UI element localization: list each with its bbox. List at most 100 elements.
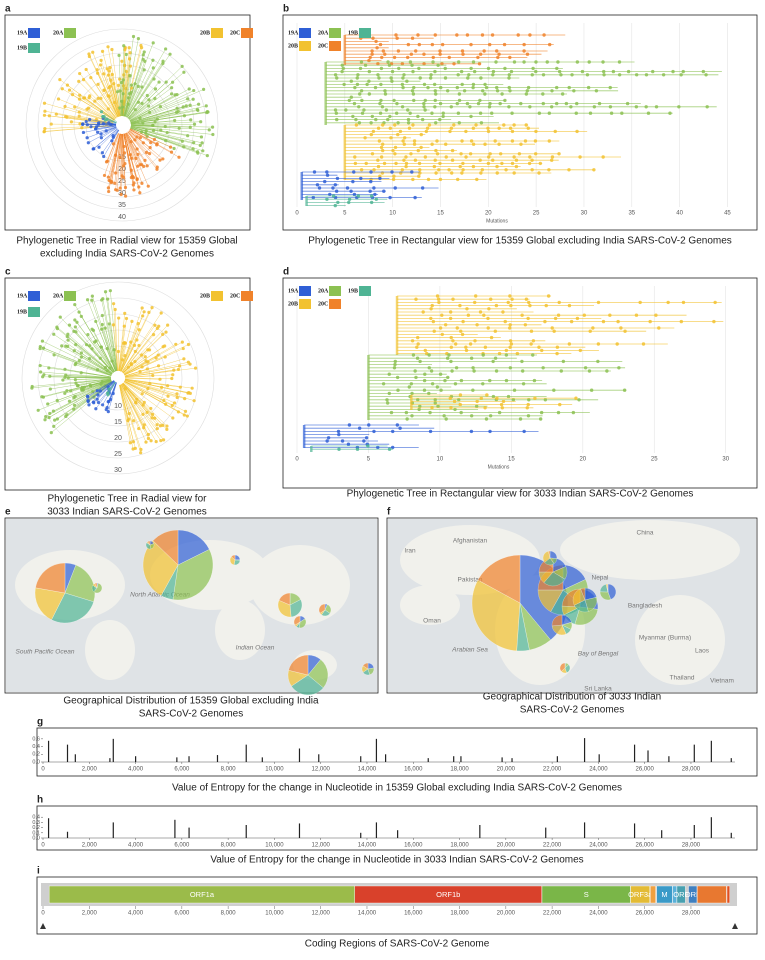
tip: [370, 152, 375, 156]
tip: [557, 152, 561, 156]
tip: [159, 438, 163, 443]
branch: [129, 129, 157, 146]
x-tick-label: 0: [41, 911, 45, 917]
tip: [410, 391, 414, 396]
branch: [125, 133, 149, 187]
x-tick-label: 12,000: [312, 911, 331, 917]
tip: [155, 142, 159, 146]
legend-label: 19A: [288, 30, 299, 36]
tip: [567, 85, 571, 90]
tip: [357, 105, 361, 109]
tip: [512, 171, 516, 175]
pie-slice: [291, 674, 324, 696]
tip: [181, 346, 185, 351]
y-tick-label: 0.1: [32, 830, 40, 836]
tip: [469, 139, 474, 143]
branch: [97, 84, 118, 118]
x-tick-label: 10: [437, 457, 444, 463]
tip: [347, 200, 351, 205]
branch: [100, 127, 117, 135]
tip: [404, 155, 408, 159]
tip: [416, 398, 420, 402]
tip: [375, 46, 379, 50]
tip: [91, 147, 95, 151]
x-tick-label: 18,000: [450, 767, 469, 773]
branch: [122, 133, 126, 197]
pie-slice: [580, 587, 586, 601]
tip: [122, 164, 126, 168]
tip: [473, 300, 477, 305]
branch: [130, 90, 194, 122]
tip: [498, 152, 503, 156]
tip: [512, 155, 516, 159]
tip: [464, 129, 468, 134]
tip: [388, 126, 393, 130]
tip: [552, 329, 556, 333]
tip: [436, 297, 441, 301]
tip: [701, 69, 706, 74]
tip: [390, 170, 394, 174]
tip: [615, 342, 619, 346]
tip: [171, 373, 175, 377]
tip: [465, 307, 469, 311]
tip: [449, 335, 453, 340]
branch: [130, 126, 202, 138]
tip: [428, 410, 432, 415]
branch: [122, 133, 125, 147]
coding-region: [656, 885, 673, 904]
branch: [124, 83, 136, 117]
branch: [125, 86, 139, 117]
tip: [379, 145, 384, 150]
branch: [51, 382, 113, 433]
tip: [89, 125, 93, 129]
ring-label: 25: [118, 178, 126, 185]
tip: [379, 98, 383, 103]
tip: [469, 429, 474, 434]
tip: [145, 164, 149, 168]
tip: [525, 89, 529, 93]
tip: [416, 114, 420, 119]
tip: [529, 342, 533, 346]
x-tick-label: 20,000: [497, 911, 516, 917]
tip: [432, 329, 436, 333]
branch: [128, 99, 150, 120]
tip: [447, 168, 451, 172]
tip: [455, 33, 459, 37]
tip: [384, 108, 389, 112]
legend-label: 20B: [288, 301, 298, 307]
tip: [455, 101, 459, 106]
tip: [67, 323, 72, 327]
tip: [529, 329, 534, 333]
tip: [439, 85, 443, 90]
branch: [101, 111, 118, 122]
tip: [392, 98, 396, 103]
tip: [634, 73, 639, 77]
tip: [550, 326, 554, 330]
tip: [500, 92, 504, 96]
tip: [394, 111, 399, 115]
tip: [153, 416, 157, 420]
tip: [404, 161, 409, 166]
tip: [601, 155, 605, 159]
tip: [510, 297, 514, 301]
tip: [555, 351, 559, 356]
tip: [423, 98, 427, 103]
tip: [634, 313, 639, 317]
tip: [596, 342, 601, 346]
tip: [197, 102, 201, 106]
x-tick-label: 26,000: [635, 843, 654, 849]
tip: [502, 123, 506, 127]
tip: [414, 375, 418, 380]
tip: [488, 42, 492, 47]
branch: [127, 131, 158, 168]
tip: [126, 102, 130, 106]
tip: [608, 105, 613, 109]
tip: [58, 78, 62, 82]
tip: [381, 49, 386, 53]
tip: [592, 168, 596, 172]
tip: [336, 429, 341, 434]
region-label: ORF3a: [628, 890, 653, 899]
tip: [154, 440, 158, 444]
tip: [358, 66, 363, 71]
branch: [123, 38, 139, 117]
